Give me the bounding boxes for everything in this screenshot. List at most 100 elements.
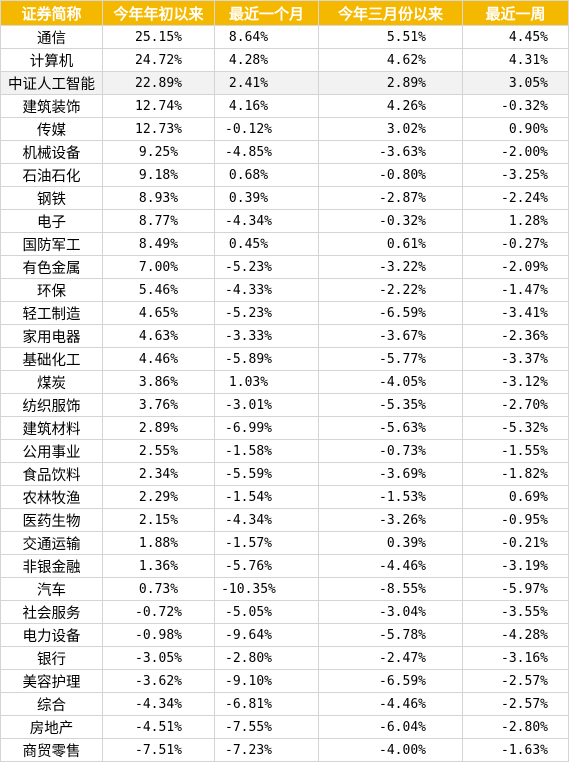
cell-last-month: -3.33% <box>214 324 319 348</box>
header-last-month[interactable]: 最近一个月 <box>214 0 319 26</box>
table-row[interactable]: 基础化工 4.46% -5.89% -5.77% -3.37% <box>0 347 569 371</box>
cell-last-week: 0.69% <box>462 485 569 509</box>
cell-since-march: 0.39% <box>318 531 463 555</box>
cell-last-month: -6.99% <box>214 416 319 440</box>
cell-last-week: -2.36% <box>462 324 569 348</box>
table-row[interactable]: 电力设备 -0.98% -9.64% -5.78% -4.28% <box>0 623 569 647</box>
table-row[interactable]: 石油石化 9.18% 0.68% -0.80% -3.25% <box>0 163 569 187</box>
cell-last-week: 4.45% <box>462 25 569 49</box>
cell-security-name: 建筑材料 <box>0 416 103 440</box>
cell-last-month: -5.59% <box>214 462 319 486</box>
cell-since-march: -4.46% <box>318 554 463 578</box>
cell-last-week: -4.28% <box>462 623 569 647</box>
cell-last-month: -5.05% <box>214 600 319 624</box>
header-row: 证券简称 今年年初以来 最近一个月 今年三月份以来 最近一周 <box>0 0 569 26</box>
table-row[interactable]: 环保 5.46% -4.33% -2.22% -1.47% <box>0 278 569 302</box>
cell-security-name: 传媒 <box>0 117 103 141</box>
cell-last-month: 2.41% <box>214 71 319 95</box>
cell-ytd: -3.62% <box>102 669 215 693</box>
cell-since-march: -4.00% <box>318 738 463 762</box>
cell-last-week: -2.70% <box>462 393 569 417</box>
table-row[interactable]: 农林牧渔 2.29% -1.54% -1.53% 0.69% <box>0 485 569 509</box>
cell-last-month: -1.58% <box>214 439 319 463</box>
table-row[interactable]: 医药生物 2.15% -4.34% -3.26% -0.95% <box>0 508 569 532</box>
cell-last-month: -5.23% <box>214 255 319 279</box>
cell-security-name: 电力设备 <box>0 623 103 647</box>
cell-security-name: 中证人工智能 <box>0 71 103 95</box>
table-row[interactable]: 公用事业 2.55% -1.58% -0.73% -1.55% <box>0 439 569 463</box>
table-row[interactable]: 房地产 -4.51% -7.55% -6.04% -2.80% <box>0 715 569 739</box>
cell-last-month: -2.80% <box>214 646 319 670</box>
cell-last-week: -1.47% <box>462 278 569 302</box>
table-row[interactable]: 机械设备 9.25% -4.85% -3.63% -2.00% <box>0 140 569 164</box>
table-row[interactable]: 电子 8.77% -4.34% -0.32% 1.28% <box>0 209 569 233</box>
cell-last-month: 0.39% <box>214 186 319 210</box>
cell-security-name: 农林牧渔 <box>0 485 103 509</box>
cell-last-week: -0.21% <box>462 531 569 555</box>
cell-ytd: 3.76% <box>102 393 215 417</box>
cell-security-name: 商贸零售 <box>0 738 103 762</box>
table-row[interactable]: 银行 -3.05% -2.80% -2.47% -3.16% <box>0 646 569 670</box>
table-row[interactable]: 计算机 24.72% 4.28% 4.62% 4.31% <box>0 48 569 72</box>
table-row[interactable]: 中证人工智能 22.89% 2.41% 2.89% 3.05% <box>0 71 569 95</box>
cell-since-march: -3.63% <box>318 140 463 164</box>
table-row[interactable]: 有色金属 7.00% -5.23% -3.22% -2.09% <box>0 255 569 279</box>
cell-ytd: 24.72% <box>102 48 215 72</box>
cell-last-month: 4.28% <box>214 48 319 72</box>
table-row[interactable]: 综合 -4.34% -6.81% -4.46% -2.57% <box>0 692 569 716</box>
cell-last-week: -3.12% <box>462 370 569 394</box>
cell-ytd: 9.18% <box>102 163 215 187</box>
cell-last-month: -5.76% <box>214 554 319 578</box>
cell-since-march: 0.61% <box>318 232 463 256</box>
table-row[interactable]: 建筑装饰 12.74% 4.16% 4.26% -0.32% <box>0 94 569 118</box>
cell-last-week: -5.32% <box>462 416 569 440</box>
cell-ytd: 25.15% <box>102 25 215 49</box>
table-row[interactable]: 轻工制造 4.65% -5.23% -6.59% -3.41% <box>0 301 569 325</box>
cell-ytd: -4.34% <box>102 692 215 716</box>
cell-last-month: -5.89% <box>214 347 319 371</box>
cell-security-name: 纺织服饰 <box>0 393 103 417</box>
cell-ytd: 8.49% <box>102 232 215 256</box>
cell-last-week: -2.57% <box>462 669 569 693</box>
cell-security-name: 煤炭 <box>0 370 103 394</box>
table-row[interactable]: 社会服务 -0.72% -5.05% -3.04% -3.55% <box>0 600 569 624</box>
cell-since-march: -8.55% <box>318 577 463 601</box>
cell-last-week: -1.63% <box>462 738 569 762</box>
cell-ytd: 3.86% <box>102 370 215 394</box>
table-row[interactable]: 交通运输 1.88% -1.57% 0.39% -0.21% <box>0 531 569 555</box>
cell-last-month: 1.03% <box>214 370 319 394</box>
header-ytd[interactable]: 今年年初以来 <box>102 0 215 26</box>
cell-last-month: 0.45% <box>214 232 319 256</box>
cell-last-month: -3.01% <box>214 393 319 417</box>
table-row[interactable]: 建筑材料 2.89% -6.99% -5.63% -5.32% <box>0 416 569 440</box>
cell-last-week: -0.95% <box>462 508 569 532</box>
cell-last-week: -1.55% <box>462 439 569 463</box>
table-row[interactable]: 食品饮料 2.34% -5.59% -3.69% -1.82% <box>0 462 569 486</box>
table-row[interactable]: 汽车 0.73% -10.35% -8.55% -5.97% <box>0 577 569 601</box>
cell-last-month: -9.64% <box>214 623 319 647</box>
table-row[interactable]: 美容护理 -3.62% -9.10% -6.59% -2.57% <box>0 669 569 693</box>
table-row[interactable]: 家用电器 4.63% -3.33% -3.67% -2.36% <box>0 324 569 348</box>
header-last-week[interactable]: 最近一周 <box>462 0 569 26</box>
table-row[interactable]: 钢铁 8.93% 0.39% -2.87% -2.24% <box>0 186 569 210</box>
table-row[interactable]: 通信 25.15% 8.64% 5.51% 4.45% <box>0 25 569 49</box>
header-since-march[interactable]: 今年三月份以来 <box>318 0 463 26</box>
cell-last-month: -5.23% <box>214 301 319 325</box>
table-row[interactable]: 纺织服饰 3.76% -3.01% -5.35% -2.70% <box>0 393 569 417</box>
cell-last-week: -2.24% <box>462 186 569 210</box>
cell-security-name: 基础化工 <box>0 347 103 371</box>
cell-last-week: -3.25% <box>462 163 569 187</box>
cell-security-name: 轻工制造 <box>0 301 103 325</box>
table-row[interactable]: 煤炭 3.86% 1.03% -4.05% -3.12% <box>0 370 569 394</box>
cell-last-week: -0.27% <box>462 232 569 256</box>
cell-last-week: -2.09% <box>462 255 569 279</box>
table-row[interactable]: 非银金融 1.36% -5.76% -4.46% -3.19% <box>0 554 569 578</box>
table-row[interactable]: 国防军工 8.49% 0.45% 0.61% -0.27% <box>0 232 569 256</box>
cell-since-march: 5.51% <box>318 25 463 49</box>
cell-since-march: 4.26% <box>318 94 463 118</box>
table-row[interactable]: 商贸零售 -7.51% -7.23% -4.00% -1.63% <box>0 738 569 762</box>
header-security-name[interactable]: 证券简称 <box>0 0 103 26</box>
table-row[interactable]: 传媒 12.73% -0.12% 3.02% 0.90% <box>0 117 569 141</box>
cell-ytd: 8.93% <box>102 186 215 210</box>
